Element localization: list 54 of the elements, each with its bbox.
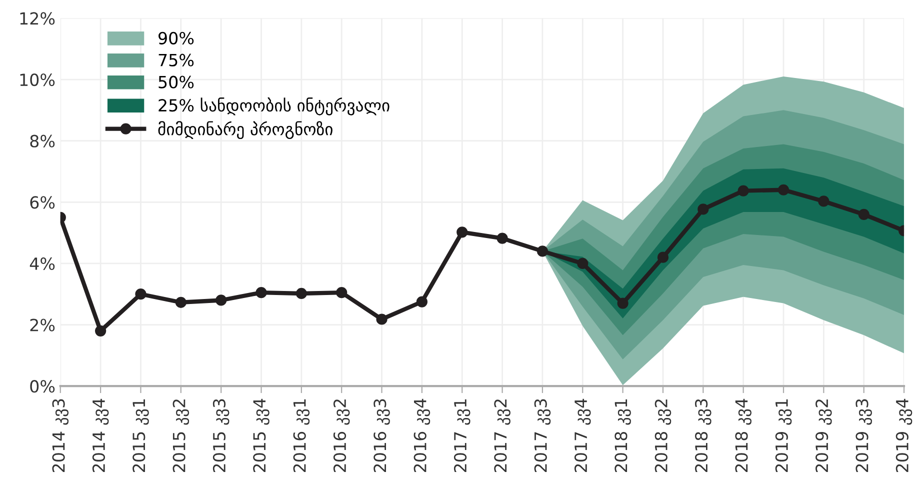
point	[456, 226, 468, 238]
x-tick-label: 2015 კვ3	[212, 399, 230, 472]
y-tick-label: 0%	[30, 380, 55, 393]
legend-label: 90%	[158, 32, 194, 44]
x-tick-label: 2017 კვ1	[454, 399, 470, 472]
x-tick-label: 2016 კვ1	[293, 399, 310, 472]
point	[496, 232, 508, 244]
x-tick-label: 2016 კვ3	[374, 399, 390, 472]
point	[738, 185, 749, 196]
x-tick-label: 2017 კვ3	[534, 399, 551, 472]
x-tick-label: 2019 კვ3	[856, 399, 872, 472]
point	[376, 314, 388, 325]
point	[216, 294, 227, 306]
point	[858, 208, 870, 220]
x-tick-label: 2019 კვ4	[896, 398, 912, 472]
point	[256, 287, 267, 298]
legend-label: 50%	[158, 76, 194, 88]
point	[416, 296, 428, 308]
y-tick-label: 6%	[30, 196, 55, 209]
x-tick-label: 2015 კვ2	[172, 400, 190, 472]
x-tick-label: 2018 კვ2	[654, 400, 672, 472]
x-tick-label: 2018 კვ1	[614, 399, 631, 472]
x-tick-label: 2015 კვ1	[132, 399, 149, 472]
legend-label: 75%	[158, 54, 194, 66]
legend-label: 25% სანდოობის ინტერვალი	[158, 97, 390, 116]
point	[135, 288, 146, 300]
point	[617, 298, 628, 309]
point	[698, 204, 709, 215]
y-tick-label: 2%	[30, 318, 55, 332]
point	[778, 184, 790, 196]
x-tick-label: 2017 კვ2	[494, 400, 510, 472]
x-tick-label: 2018 კვ3	[695, 399, 712, 472]
x-tick-label: 2014 კვ4	[92, 398, 109, 472]
x-tick-label: 2018 კვ4	[735, 398, 752, 472]
x-tick-label: 2014 კვ3	[52, 399, 69, 472]
y-tick-label: 8%	[30, 134, 55, 148]
point	[577, 258, 588, 270]
point	[296, 288, 307, 300]
y-tick-label: 10%	[20, 73, 55, 86]
point	[175, 296, 186, 308]
point	[657, 252, 669, 263]
point	[95, 325, 106, 336]
x-tick-label: 2015 კვ4	[253, 398, 270, 472]
point	[536, 246, 548, 257]
point	[336, 287, 348, 298]
x-tick-label: 2019 კვ2	[816, 400, 832, 472]
x-tick-label: 2016 კვ4	[414, 398, 430, 472]
legend-label: მიმდინარე პროგნოზი	[158, 121, 332, 140]
y-tick-label: 4%	[30, 257, 55, 270]
point	[818, 196, 830, 207]
y-tick-label: 12%	[20, 12, 55, 25]
x-tick-label: 2017 კვ4	[574, 398, 591, 472]
x-tick-label: 2016 კვ2	[333, 400, 350, 472]
x-tick-label: 2019 კვ1	[775, 399, 792, 472]
